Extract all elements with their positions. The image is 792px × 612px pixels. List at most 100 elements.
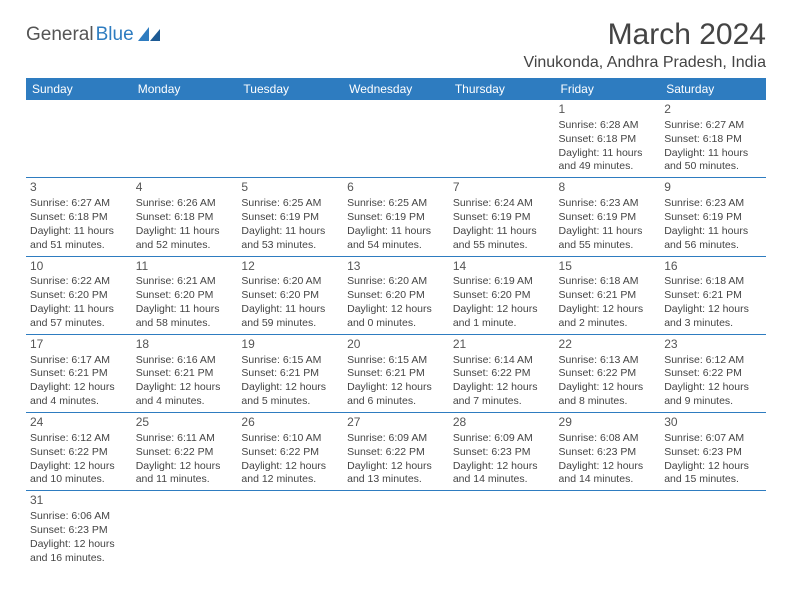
weekday-header: Tuesday	[237, 78, 343, 100]
calendar-day-cell: 26Sunrise: 6:10 AMSunset: 6:22 PMDayligh…	[237, 413, 343, 491]
calendar-day-cell: 11Sunrise: 6:21 AMSunset: 6:20 PMDayligh…	[132, 256, 238, 334]
sunrise-text: Sunrise: 6:22 AM	[30, 275, 128, 289]
day-number: 28	[453, 415, 551, 431]
calendar-day-cell: 16Sunrise: 6:18 AMSunset: 6:21 PMDayligh…	[660, 256, 766, 334]
calendar-day-cell: 6Sunrise: 6:25 AMSunset: 6:19 PMDaylight…	[343, 178, 449, 256]
calendar-day-cell: 29Sunrise: 6:08 AMSunset: 6:23 PMDayligh…	[555, 413, 661, 491]
calendar-table: SundayMondayTuesdayWednesdayThursdayFrid…	[26, 78, 766, 569]
sunrise-text: Sunrise: 6:19 AM	[453, 275, 551, 289]
daylight-text: Daylight: 11 hours and 59 minutes.	[241, 303, 339, 331]
weekday-header: Saturday	[660, 78, 766, 100]
sunrise-text: Sunrise: 6:20 AM	[347, 275, 445, 289]
day-number: 6	[347, 180, 445, 196]
sunset-text: Sunset: 6:20 PM	[347, 289, 445, 303]
daylight-text: Daylight: 11 hours and 51 minutes.	[30, 225, 128, 253]
calendar-week-row: 10Sunrise: 6:22 AMSunset: 6:20 PMDayligh…	[26, 256, 766, 334]
weekday-header: Wednesday	[343, 78, 449, 100]
day-number: 29	[559, 415, 657, 431]
sunset-text: Sunset: 6:22 PM	[241, 446, 339, 460]
calendar-week-row: 24Sunrise: 6:12 AMSunset: 6:22 PMDayligh…	[26, 413, 766, 491]
calendar-empty-cell	[660, 491, 766, 569]
sunrise-text: Sunrise: 6:27 AM	[30, 197, 128, 211]
month-title: March 2024	[523, 18, 766, 52]
weekday-header: Thursday	[449, 78, 555, 100]
weekday-header-row: SundayMondayTuesdayWednesdayThursdayFrid…	[26, 78, 766, 100]
sunset-text: Sunset: 6:22 PM	[664, 367, 762, 381]
calendar-day-cell: 2Sunrise: 6:27 AMSunset: 6:18 PMDaylight…	[660, 100, 766, 178]
sunset-text: Sunset: 6:21 PM	[347, 367, 445, 381]
day-number: 14	[453, 259, 551, 275]
daylight-text: Daylight: 12 hours and 13 minutes.	[347, 460, 445, 488]
calendar-empty-cell	[555, 491, 661, 569]
location: Vinukonda, Andhra Pradesh, India	[523, 54, 766, 72]
sunrise-text: Sunrise: 6:25 AM	[241, 197, 339, 211]
calendar-day-cell: 13Sunrise: 6:20 AMSunset: 6:20 PMDayligh…	[343, 256, 449, 334]
calendar-empty-cell	[449, 100, 555, 178]
day-number: 22	[559, 337, 657, 353]
calendar-day-cell: 27Sunrise: 6:09 AMSunset: 6:22 PMDayligh…	[343, 413, 449, 491]
sunset-text: Sunset: 6:18 PM	[136, 211, 234, 225]
day-number: 23	[664, 337, 762, 353]
title-block: March 2024 Vinukonda, Andhra Pradesh, In…	[523, 18, 766, 72]
day-number: 19	[241, 337, 339, 353]
daylight-text: Daylight: 12 hours and 6 minutes.	[347, 381, 445, 409]
sunrise-text: Sunrise: 6:10 AM	[241, 432, 339, 446]
sunset-text: Sunset: 6:19 PM	[241, 211, 339, 225]
daylight-text: Daylight: 11 hours and 57 minutes.	[30, 303, 128, 331]
day-number: 16	[664, 259, 762, 275]
calendar-day-cell: 17Sunrise: 6:17 AMSunset: 6:21 PMDayligh…	[26, 334, 132, 412]
daylight-text: Daylight: 12 hours and 16 minutes.	[30, 538, 128, 566]
day-number: 17	[30, 337, 128, 353]
sunrise-text: Sunrise: 6:27 AM	[664, 119, 762, 133]
sunrise-text: Sunrise: 6:18 AM	[559, 275, 657, 289]
sunrise-text: Sunrise: 6:24 AM	[453, 197, 551, 211]
daylight-text: Daylight: 12 hours and 4 minutes.	[136, 381, 234, 409]
daylight-text: Daylight: 12 hours and 3 minutes.	[664, 303, 762, 331]
sunset-text: Sunset: 6:21 PM	[241, 367, 339, 381]
calendar-day-cell: 5Sunrise: 6:25 AMSunset: 6:19 PMDaylight…	[237, 178, 343, 256]
logo-text-blue: Blue	[96, 24, 134, 46]
sunset-text: Sunset: 6:19 PM	[347, 211, 445, 225]
sunrise-text: Sunrise: 6:14 AM	[453, 354, 551, 368]
daylight-text: Daylight: 11 hours and 53 minutes.	[241, 225, 339, 253]
calendar-day-cell: 30Sunrise: 6:07 AMSunset: 6:23 PMDayligh…	[660, 413, 766, 491]
calendar-day-cell: 28Sunrise: 6:09 AMSunset: 6:23 PMDayligh…	[449, 413, 555, 491]
daylight-text: Daylight: 12 hours and 1 minute.	[453, 303, 551, 331]
sunrise-text: Sunrise: 6:17 AM	[30, 354, 128, 368]
sunset-text: Sunset: 6:18 PM	[30, 211, 128, 225]
calendar-day-cell: 23Sunrise: 6:12 AMSunset: 6:22 PMDayligh…	[660, 334, 766, 412]
calendar-empty-cell	[237, 100, 343, 178]
day-number: 2	[664, 102, 762, 118]
calendar-day-cell: 4Sunrise: 6:26 AMSunset: 6:18 PMDaylight…	[132, 178, 238, 256]
sunset-text: Sunset: 6:22 PM	[453, 367, 551, 381]
daylight-text: Daylight: 12 hours and 0 minutes.	[347, 303, 445, 331]
daylight-text: Daylight: 12 hours and 10 minutes.	[30, 460, 128, 488]
daylight-text: Daylight: 11 hours and 55 minutes.	[453, 225, 551, 253]
day-number: 5	[241, 180, 339, 196]
sunrise-text: Sunrise: 6:07 AM	[664, 432, 762, 446]
sunset-text: Sunset: 6:18 PM	[664, 133, 762, 147]
day-number: 25	[136, 415, 234, 431]
calendar-day-cell: 18Sunrise: 6:16 AMSunset: 6:21 PMDayligh…	[132, 334, 238, 412]
sunset-text: Sunset: 6:19 PM	[453, 211, 551, 225]
sunset-text: Sunset: 6:23 PM	[559, 446, 657, 460]
sunrise-text: Sunrise: 6:26 AM	[136, 197, 234, 211]
sunrise-text: Sunrise: 6:21 AM	[136, 275, 234, 289]
sunset-text: Sunset: 6:23 PM	[453, 446, 551, 460]
calendar-day-cell: 31Sunrise: 6:06 AMSunset: 6:23 PMDayligh…	[26, 491, 132, 569]
sunset-text: Sunset: 6:22 PM	[559, 367, 657, 381]
sunrise-text: Sunrise: 6:23 AM	[664, 197, 762, 211]
day-number: 18	[136, 337, 234, 353]
sunset-text: Sunset: 6:22 PM	[30, 446, 128, 460]
daylight-text: Daylight: 12 hours and 14 minutes.	[559, 460, 657, 488]
sunrise-text: Sunrise: 6:18 AM	[664, 275, 762, 289]
sunset-text: Sunset: 6:20 PM	[136, 289, 234, 303]
sunset-text: Sunset: 6:22 PM	[136, 446, 234, 460]
day-number: 1	[559, 102, 657, 118]
day-number: 15	[559, 259, 657, 275]
sunrise-text: Sunrise: 6:09 AM	[347, 432, 445, 446]
sunset-text: Sunset: 6:20 PM	[30, 289, 128, 303]
sunrise-text: Sunrise: 6:25 AM	[347, 197, 445, 211]
day-number: 27	[347, 415, 445, 431]
daylight-text: Daylight: 12 hours and 9 minutes.	[664, 381, 762, 409]
